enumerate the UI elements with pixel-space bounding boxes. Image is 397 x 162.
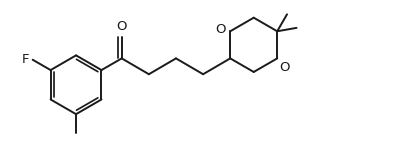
Text: O: O bbox=[215, 23, 225, 36]
Text: O: O bbox=[116, 20, 127, 33]
Text: O: O bbox=[279, 61, 289, 74]
Text: F: F bbox=[22, 53, 29, 66]
